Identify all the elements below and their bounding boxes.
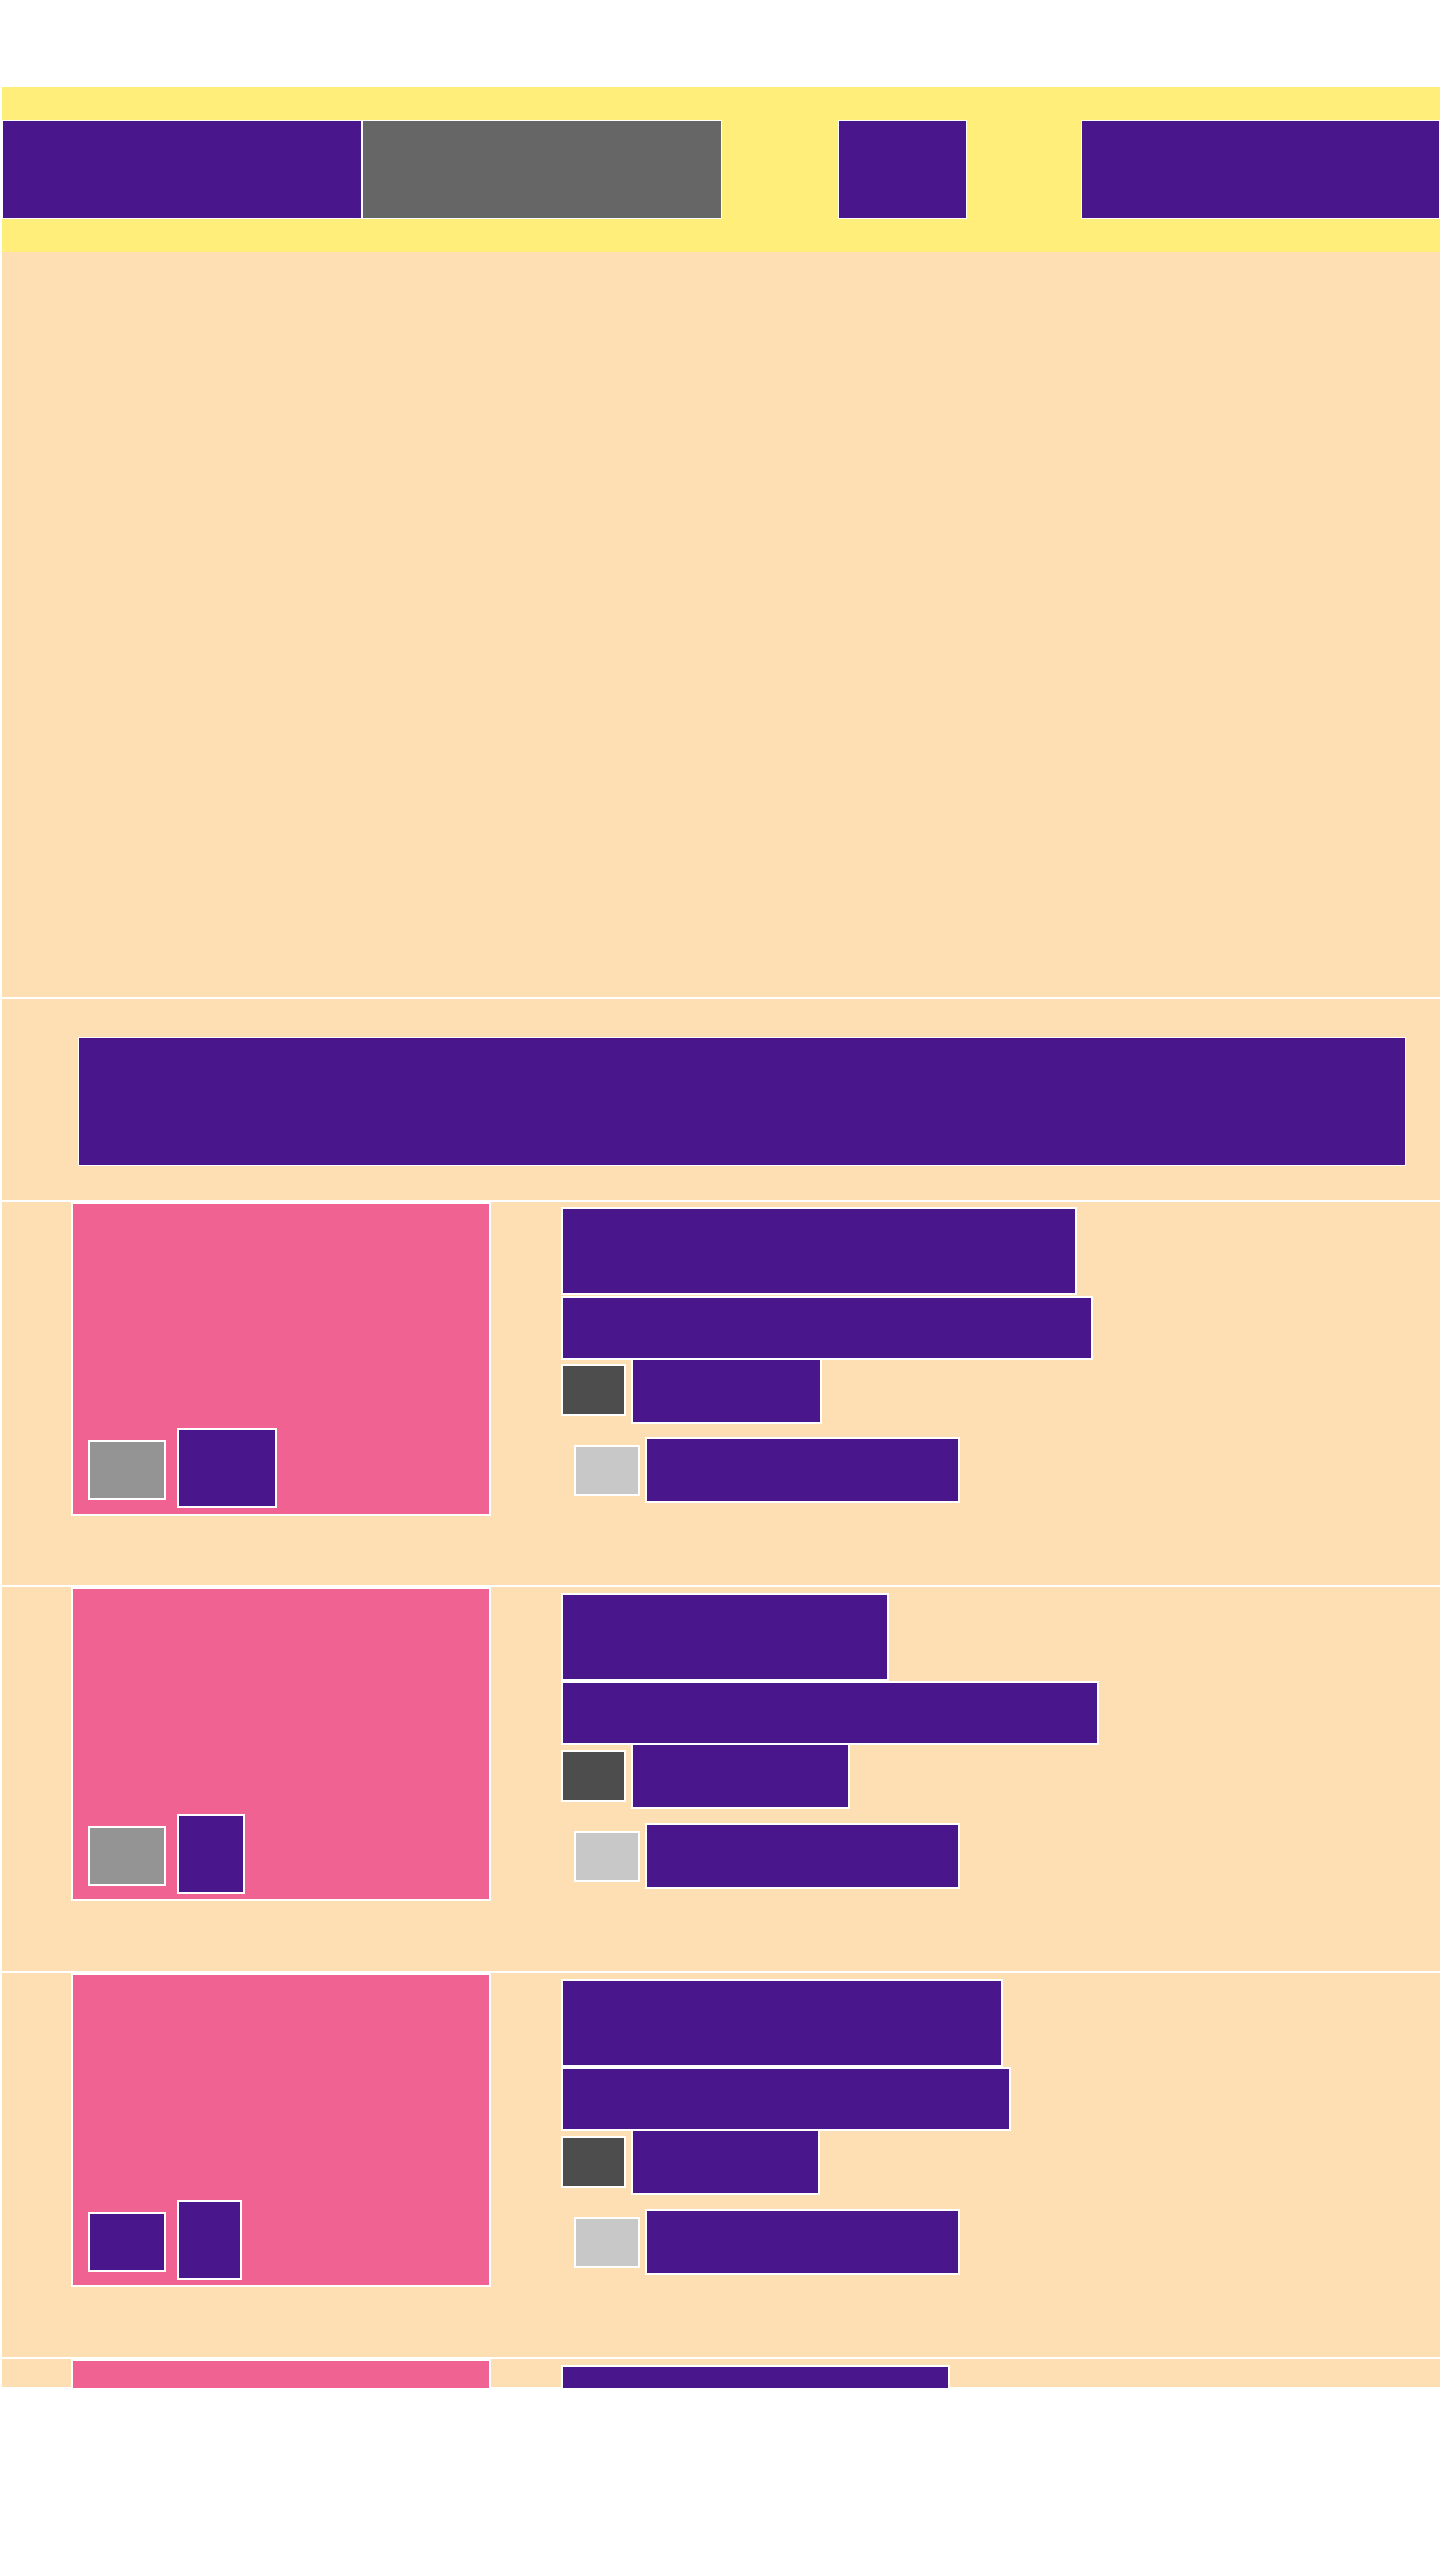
result-meta: [631, 1743, 850, 1809]
result-subtitle: [561, 1296, 1093, 1360]
thumbnail-badge: [177, 2200, 242, 2280]
thumbnail-badge: [88, 2212, 166, 2272]
section-divider: [2, 1971, 1440, 1973]
nav-item-3[interactable]: [838, 120, 967, 219]
result-title[interactable]: [561, 1979, 1003, 2067]
nav-item-2[interactable]: [362, 120, 722, 219]
result-action-button[interactable]: [645, 2209, 960, 2275]
action-icon: [574, 2217, 640, 2268]
meta-icon: [561, 2136, 626, 2188]
result-meta: [631, 2129, 820, 2195]
result-action-button[interactable]: [645, 1437, 960, 1503]
search-banner[interactable]: [78, 1037, 1406, 1166]
action-icon: [574, 1831, 640, 1882]
nav-item-1[interactable]: [2, 120, 362, 219]
thumbnail-badge: [88, 1826, 166, 1886]
section-divider: [2, 1200, 1440, 1202]
thumbnail-badge: [88, 1440, 166, 1500]
thumbnail-badge: [177, 1428, 277, 1508]
thumbnail-badge: [177, 1814, 245, 1894]
result-meta: [631, 1358, 822, 1424]
result-title[interactable]: [561, 1593, 889, 1681]
hero-area: [2, 254, 1440, 999]
meta-icon: [561, 1364, 626, 1416]
result-title[interactable]: [561, 1207, 1077, 1295]
nav-item-4[interactable]: [1081, 120, 1440, 219]
section-divider: [2, 2357, 1440, 2359]
meta-icon: [561, 1750, 626, 1802]
page-bottom-whitespace: [0, 2388, 1440, 2560]
action-icon: [574, 1445, 640, 1496]
section-divider: [2, 1585, 1440, 1587]
result-action-button[interactable]: [645, 1823, 960, 1889]
result-subtitle: [561, 1681, 1099, 1745]
result-subtitle: [561, 2067, 1011, 2131]
